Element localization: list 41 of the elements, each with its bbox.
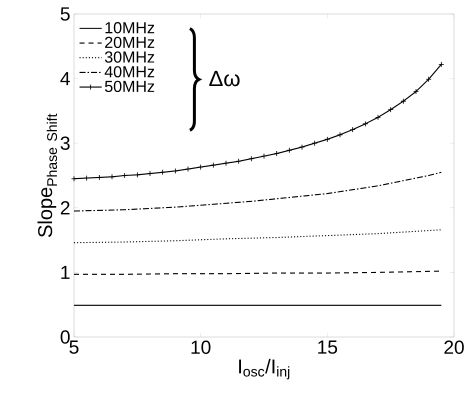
legend-label: 30MHz	[104, 51, 154, 63]
point	[248, 156, 254, 162]
y-axis-title: $\mathrm{Slope}_{\mathrm{Phase\ Shift}}$	[38, 114, 58, 238]
y-tick-label: 3	[60, 136, 70, 150]
point	[337, 132, 343, 138]
point	[122, 172, 128, 178]
point	[400, 98, 406, 104]
point	[350, 126, 356, 133]
point	[324, 136, 330, 142]
legend-label: 40MHz	[104, 66, 154, 78]
point	[160, 169, 166, 176]
point	[426, 76, 432, 82]
point	[375, 114, 381, 120]
annotation: Δω	[209, 70, 240, 86]
point	[299, 144, 305, 150]
point	[198, 164, 204, 170]
point	[172, 168, 178, 174]
legend-label: 20MHz	[105, 36, 154, 48]
x-tick-label: 10	[192, 340, 210, 354]
point	[210, 162, 216, 168]
point	[413, 88, 419, 94]
point	[286, 147, 292, 154]
y-tick-label: 5	[60, 7, 70, 21]
x-axis-title: I$_{osc}$/I$_{inj}$	[239, 358, 290, 380]
x-tick-label: 20	[444, 340, 464, 354]
y-tick-label: 1	[61, 266, 70, 279]
legend-label: 10MHz	[106, 22, 154, 34]
point	[274, 150, 280, 156]
legend-label: 50MHz	[104, 80, 154, 92]
point	[362, 120, 368, 127]
line-series	[74, 229, 442, 244]
point	[223, 160, 229, 166]
x-tick-label: 15	[318, 340, 338, 354]
y-tick-label: 0	[60, 330, 70, 344]
point	[236, 158, 242, 164]
y-tick-label: 4	[60, 72, 70, 86]
point	[312, 140, 318, 146]
point	[388, 106, 394, 113]
y-tick-label: 2	[60, 201, 70, 214]
x-tick-label: 5	[69, 340, 78, 354]
point	[109, 174, 115, 180]
